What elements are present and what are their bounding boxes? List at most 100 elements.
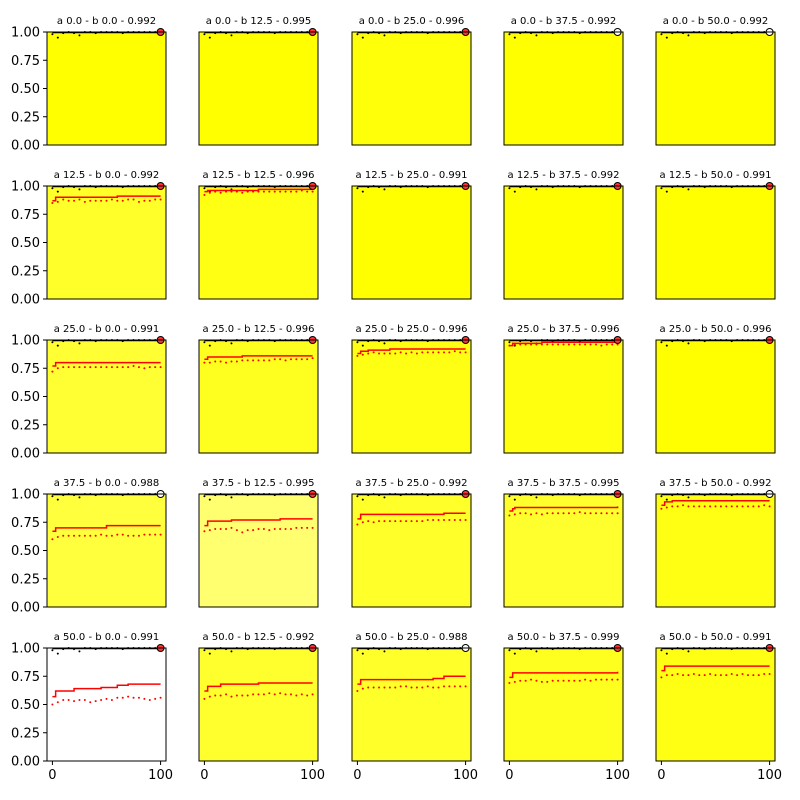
red-dot-point: [94, 700, 97, 703]
y-tick-label: 0.25: [11, 572, 40, 587]
top-point: [356, 187, 359, 190]
red-dot-point: [676, 505, 679, 508]
x-tick-label: 0: [353, 768, 361, 783]
y-tick-label: 0.25: [11, 726, 40, 741]
red-dot-point: [56, 200, 59, 203]
red-dot-point: [284, 190, 287, 193]
red-dot-point: [148, 366, 151, 369]
top-point: [660, 187, 663, 190]
panel-title: a 12.5 - b 0.0 - 0.992: [54, 170, 160, 181]
red-dot-point: [746, 505, 749, 508]
red-dot-point: [757, 505, 760, 508]
top-point: [383, 650, 386, 653]
red-dot-point: [730, 672, 733, 675]
red-dot-point: [692, 672, 695, 675]
top-point: [361, 36, 364, 39]
red-dot-point: [132, 198, 135, 201]
red-dot-point: [105, 199, 108, 202]
red-dot-point: [611, 343, 614, 346]
red-dot-point: [268, 529, 271, 532]
y-tick-label: 1.00: [11, 488, 40, 503]
red-dot-point: [361, 521, 364, 524]
red-dot-point: [100, 533, 103, 536]
red-dot-point: [671, 674, 674, 677]
red-dot-point: [356, 354, 359, 357]
red-dot-point: [121, 533, 124, 536]
red-dot-point: [578, 343, 581, 346]
red-dot-point: [214, 694, 217, 697]
subplot-panel: a 12.5 - b 12.5 - 0.996: [198, 170, 319, 300]
red-dot-point: [719, 674, 722, 677]
panel-frame: [655, 339, 776, 454]
panel-title: a 37.5 - b 25.0 - 0.992: [356, 478, 468, 489]
red-dot-point: [252, 693, 255, 696]
red-dot-point: [356, 523, 359, 526]
red-dot-point: [426, 518, 429, 521]
red-dot-point: [415, 686, 418, 689]
top-point: [230, 34, 233, 37]
red-dot-point: [600, 344, 603, 347]
red-dot-point: [284, 359, 287, 362]
red-dot-point: [143, 533, 146, 536]
panel-title: a 12.5 - b 12.5 - 0.996: [203, 170, 315, 181]
top-point: [356, 649, 359, 652]
red-dot-point: [73, 199, 76, 202]
top-point: [208, 498, 211, 501]
red-dot-point: [741, 505, 744, 508]
panel-background: [504, 32, 623, 145]
y-tick-label: 0.25: [11, 418, 40, 433]
red-dot-point: [372, 351, 375, 354]
red-dot-point: [540, 680, 543, 683]
y-tick-label: 0.75: [11, 208, 40, 223]
red-dot-point: [421, 686, 424, 689]
panel-frame: [655, 185, 776, 300]
red-dot-point: [268, 359, 271, 362]
red-dot-point: [154, 533, 157, 536]
red-dot-point: [372, 686, 375, 689]
subplot-panel: a 12.5 - b 0.0 - 0.992 0.00 0.25 0.50 0.75 1.…: [11, 170, 167, 308]
red-dot-point: [51, 538, 54, 541]
red-dot-point: [300, 526, 303, 529]
panel-title: a 25.0 - b 12.5 - 0.996: [203, 324, 315, 335]
red-dot-point: [763, 504, 766, 507]
top-point: [665, 498, 668, 501]
red-dot-point: [394, 520, 397, 523]
panel-background: [504, 494, 623, 607]
top-point: [78, 496, 81, 499]
red-dot-point: [225, 528, 228, 531]
red-dot-point: [116, 696, 119, 699]
red-dot-point: [127, 534, 130, 537]
panel-title: a 50.0 - b 25.0 - 0.988: [356, 632, 468, 643]
red-dot-point: [235, 360, 238, 363]
red-dot-point: [116, 366, 119, 369]
red-dot-point: [279, 358, 282, 361]
red-dot-point: [611, 678, 614, 681]
red-dot-point: [367, 686, 370, 689]
red-dot-point: [262, 359, 265, 362]
top-point: [660, 33, 663, 36]
red-step-line: [52, 361, 161, 367]
red-dot-point: [105, 366, 108, 369]
panel-frame: [351, 185, 472, 300]
y-tick-label: 0.75: [11, 670, 40, 685]
red-dot-point: [159, 198, 162, 201]
red-dot-point: [241, 191, 244, 194]
red-dot-point: [203, 194, 206, 197]
subplot-panel: a 25.0 - b 12.5 - 0.996: [198, 324, 319, 454]
red-dot-point: [600, 678, 603, 681]
red-dot-point: [399, 685, 402, 688]
red-dot-point: [73, 534, 76, 537]
red-dot-point: [241, 694, 244, 697]
red-dot-point: [448, 518, 451, 521]
red-dot-point: [383, 352, 386, 355]
red-dot-point: [746, 674, 749, 677]
y-tick-label: 0.00: [11, 293, 40, 308]
top-point: [513, 36, 516, 39]
red-dot-point: [62, 698, 65, 701]
red-dot-point: [573, 512, 576, 515]
x-tick-label: 100: [757, 768, 782, 783]
red-dot-point: [442, 351, 445, 354]
red-dot-point: [660, 507, 663, 510]
red-dot-point: [448, 685, 451, 688]
red-dot-point: [306, 694, 309, 697]
